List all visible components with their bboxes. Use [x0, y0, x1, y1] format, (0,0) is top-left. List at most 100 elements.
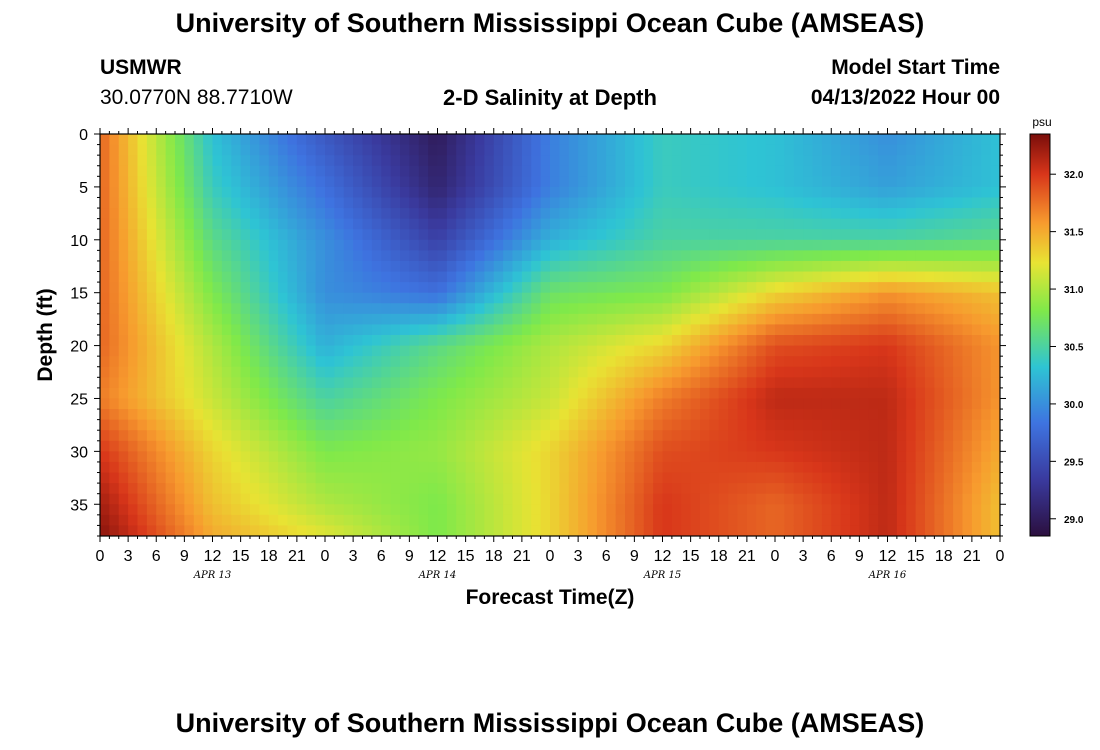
- heatmap-cell: [316, 504, 326, 515]
- heatmap-cell: [269, 272, 279, 283]
- heatmap-cell: [391, 303, 401, 314]
- heatmap-cell: [531, 515, 541, 526]
- heatmap-cell: [297, 346, 307, 357]
- heatmap-cell: [897, 229, 907, 240]
- heatmap-cell: [691, 441, 701, 452]
- heatmap-cell: [775, 388, 785, 399]
- heatmap-cell: [241, 293, 251, 304]
- heatmap-cell: [531, 504, 541, 515]
- heatmap-cell: [963, 377, 973, 388]
- heatmap-cell: [147, 303, 157, 314]
- heatmap-cell: [691, 155, 701, 166]
- heatmap-cell: [138, 314, 148, 325]
- heatmap-cell: [213, 420, 223, 431]
- heatmap-cell: [391, 176, 401, 187]
- heatmap-cell: [813, 388, 823, 399]
- heatmap-cell: [831, 229, 841, 240]
- heatmap-cell: [981, 451, 991, 462]
- heatmap-cell: [888, 515, 898, 526]
- heatmap-cell: [794, 261, 804, 272]
- heatmap-cell: [813, 335, 823, 346]
- heatmap-cell: [409, 346, 419, 357]
- heatmap-cell: [466, 388, 476, 399]
- heatmap-cell: [447, 473, 457, 484]
- heatmap-cell: [147, 208, 157, 219]
- heatmap-cell: [334, 229, 344, 240]
- heatmap-cell: [681, 219, 691, 230]
- heatmap-cell: [719, 515, 729, 526]
- heatmap-cell: [231, 515, 241, 526]
- heatmap-cell: [784, 261, 794, 272]
- heatmap-cell: [353, 335, 363, 346]
- heatmap-cell: [831, 134, 841, 145]
- heatmap-cell: [419, 367, 429, 378]
- heatmap-cell: [813, 176, 823, 187]
- heatmap-cell: [634, 377, 644, 388]
- heatmap-cell: [578, 261, 588, 272]
- heatmap-cell: [700, 388, 710, 399]
- heatmap-cell: [278, 420, 288, 431]
- heatmap-cell: [747, 451, 757, 462]
- heatmap-cell: [138, 134, 148, 145]
- heatmap-cell: [728, 515, 738, 526]
- heatmap-cell: [184, 420, 194, 431]
- heatmap-cell: [438, 473, 448, 484]
- heatmap-cell: [541, 240, 551, 251]
- heatmap-cell: [353, 187, 363, 198]
- heatmap-cell: [456, 155, 466, 166]
- heatmap-cell: [916, 261, 926, 272]
- heatmap-cell: [372, 494, 382, 505]
- heatmap-cell: [644, 145, 654, 156]
- x-tick-label: 12: [654, 548, 672, 565]
- heatmap-cell: [475, 525, 485, 536]
- heatmap-cell: [700, 303, 710, 314]
- heatmap-cell: [456, 166, 466, 177]
- heatmap-cell: [719, 282, 729, 293]
- heatmap-cell: [391, 293, 401, 304]
- heatmap-cell: [569, 398, 579, 409]
- heatmap-cell: [766, 250, 776, 261]
- heatmap-cell: [681, 494, 691, 505]
- heatmap-cell: [522, 525, 532, 536]
- heatmap-cell: [138, 208, 148, 219]
- heatmap-cell: [766, 356, 776, 367]
- heatmap-cell: [241, 272, 251, 283]
- y-tick-label: 25: [70, 391, 88, 408]
- heatmap-cell: [709, 483, 719, 494]
- heatmap-cell: [784, 335, 794, 346]
- x-tick-label: 0: [546, 548, 555, 565]
- heatmap-cell: [972, 356, 982, 367]
- heatmap-cell: [259, 346, 269, 357]
- heatmap-cell: [822, 356, 832, 367]
- heatmap-cell: [897, 504, 907, 515]
- heatmap-cell: [972, 240, 982, 251]
- heatmap-cell: [625, 451, 635, 462]
- heatmap-cell: [138, 250, 148, 261]
- heatmap-cell: [775, 187, 785, 198]
- heatmap-cell: [606, 240, 616, 251]
- heatmap-cell: [916, 155, 926, 166]
- heatmap-cell: [363, 346, 373, 357]
- heatmap-cell: [756, 409, 766, 420]
- heatmap-cell: [503, 176, 513, 187]
- heatmap-cell: [184, 430, 194, 441]
- heatmap-cell: [859, 145, 869, 156]
- heatmap-cell: [841, 525, 851, 536]
- heatmap-cell: [241, 240, 251, 251]
- heatmap-cell: [588, 314, 598, 325]
- heatmap-cell: [756, 282, 766, 293]
- heatmap-cell: [269, 473, 279, 484]
- heatmap-cell: [916, 462, 926, 473]
- heatmap-cell: [700, 430, 710, 441]
- heatmap-cell: [503, 451, 513, 462]
- heatmap-cell: [503, 324, 513, 335]
- heatmap-cell: [850, 134, 860, 145]
- heatmap-cell: [353, 441, 363, 452]
- heatmap-cell: [222, 451, 232, 462]
- heatmap-cell: [503, 356, 513, 367]
- heatmap-cell: [278, 388, 288, 399]
- heatmap-cell: [813, 462, 823, 473]
- heatmap-cell: [100, 314, 110, 325]
- heatmap-cell: [119, 293, 129, 304]
- heatmap-cell: [438, 515, 448, 526]
